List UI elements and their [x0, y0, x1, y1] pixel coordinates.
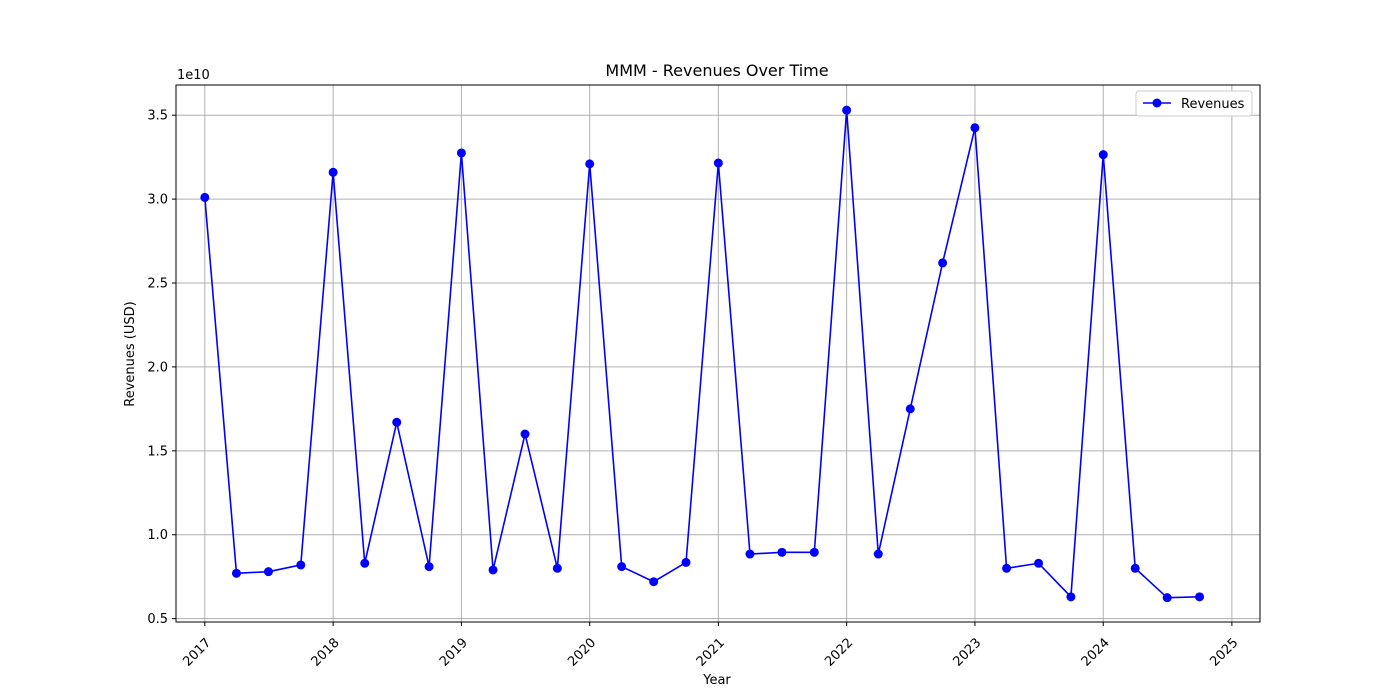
y-axis-label: Revenues (USD) [123, 301, 138, 406]
data-point [1130, 563, 1140, 573]
data-point [842, 105, 852, 115]
x-axis-label: Year [702, 673, 731, 688]
data-point [649, 577, 659, 587]
data-point [263, 567, 273, 577]
data-point [1066, 592, 1076, 602]
data-point [585, 159, 595, 169]
plot-area-frame [175, 84, 1261, 623]
data-point [1034, 558, 1044, 568]
data-point [328, 167, 338, 177]
y-tick-label-1.0: 1.0 [147, 528, 168, 543]
data-point [970, 123, 980, 133]
legend-box [1135, 90, 1253, 117]
data-point [488, 565, 498, 575]
data-point [1002, 563, 1012, 573]
data-point [231, 568, 241, 578]
data-point [809, 547, 819, 557]
series-line-revenues [204, 109, 1200, 599]
data-point [552, 563, 562, 573]
data-point [456, 148, 466, 158]
series-layer [200, 105, 1205, 603]
grid [176, 85, 1260, 622]
data-point [873, 549, 883, 559]
data-point [713, 158, 723, 168]
data-point [520, 429, 530, 439]
legend: Revenues [1135, 90, 1253, 117]
data-point [681, 557, 691, 567]
data-point [777, 547, 787, 557]
y-tick-label-3.5: 3.5 [147, 109, 168, 124]
chart-title: MMM - Revenues Over Time [605, 61, 828, 80]
data-point [745, 549, 755, 559]
data-point [617, 562, 627, 572]
y-tick-label-2.0: 2.0 [147, 360, 168, 375]
data-point [938, 258, 948, 268]
y-tick-label-0.5: 0.5 [147, 612, 168, 627]
data-point [424, 562, 434, 572]
data-point [360, 558, 370, 568]
y-axis-offset-label: 1e10 [177, 68, 210, 83]
legend-entry-revenues: Revenues [1181, 97, 1245, 112]
data-point [200, 192, 210, 202]
data-point [905, 404, 915, 414]
data-point [392, 417, 402, 427]
y-tick-label-2.5: 2.5 [147, 277, 168, 292]
data-point [1162, 593, 1172, 603]
y-tick-label-3.0: 3.0 [147, 193, 168, 208]
data-point [296, 560, 306, 570]
y-tick-label-1.5: 1.5 [147, 444, 168, 459]
legend-marker-sample [1152, 98, 1162, 108]
data-point [1098, 150, 1108, 160]
data-point [1195, 592, 1205, 602]
